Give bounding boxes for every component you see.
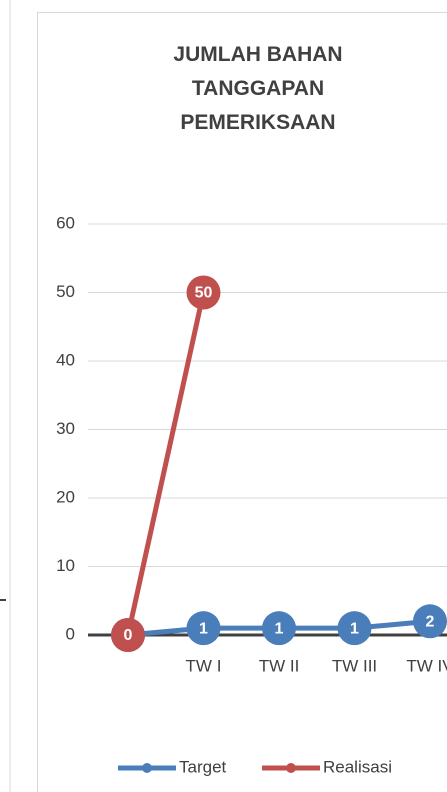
y-tick-label: 30 <box>56 419 75 438</box>
y-tick-label: 40 <box>56 350 75 369</box>
y-tick-label: 50 <box>56 282 75 301</box>
y-tick-label: 0 <box>66 624 75 643</box>
y-tick-label: 60 <box>56 213 75 232</box>
x-tick-label: TW IV <box>406 656 447 675</box>
x-tick-label: TW III <box>332 656 377 675</box>
legend-label: Realisasi <box>323 757 392 776</box>
data-point <box>262 611 296 646</box>
data-label: 1 <box>275 620 284 637</box>
data-label: 0 <box>124 627 133 644</box>
data-label: 50 <box>195 285 213 302</box>
data-label: 1 <box>350 620 359 637</box>
data-label: 2 <box>426 614 435 631</box>
data-point <box>413 604 447 639</box>
data-point <box>186 611 221 646</box>
data-label: 1 <box>199 620 208 637</box>
x-tick-label: TW II <box>259 656 300 675</box>
legend-label: Target <box>179 757 227 776</box>
series-line <box>125 291 206 636</box>
data-point <box>337 611 372 646</box>
data-point <box>186 275 221 310</box>
x-tick-label: TW I <box>186 656 222 675</box>
chart-frame <box>37 12 447 792</box>
chart-title: JUMLAH BAHAN TANGGAPAN PEMERIKSAAN <box>173 43 343 134</box>
legend-marker <box>142 763 152 773</box>
y-tick-label: 10 <box>56 556 75 575</box>
y-tick-label: 20 <box>56 487 75 506</box>
legend-marker <box>286 763 296 773</box>
data-point <box>111 618 145 652</box>
